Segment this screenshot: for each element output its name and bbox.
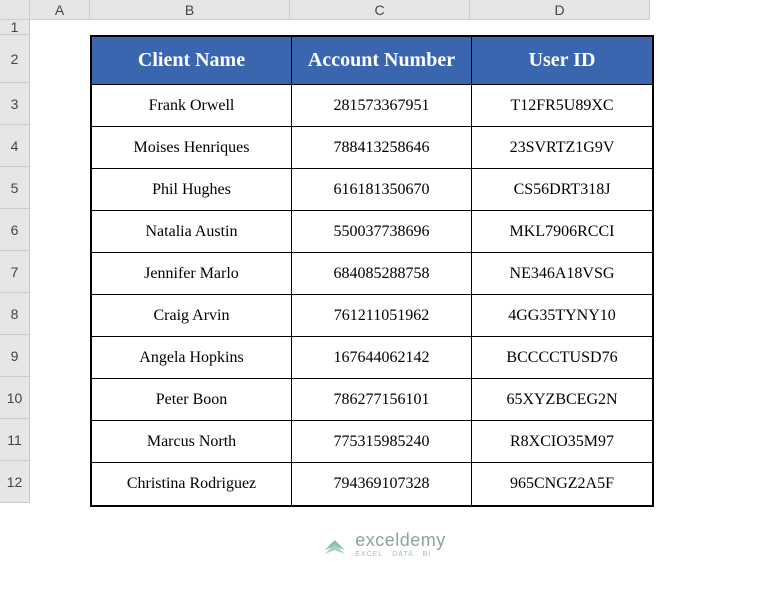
cell-userId[interactable]: NE346A18VSG	[472, 253, 652, 295]
row-header-6[interactable]: 6	[0, 209, 30, 251]
table-row: Christina Rodriguez794369107328965CNGZ2A…	[92, 463, 652, 505]
header-user-id[interactable]: User ID	[472, 37, 652, 85]
col-header-d[interactable]: D	[470, 0, 650, 20]
client-table: Client Name Account Number User ID Frank…	[90, 35, 654, 507]
cell-accountNumber[interactable]: 788413258646	[292, 127, 472, 169]
table-row: Marcus North775315985240R8XCIO35M97	[92, 421, 652, 463]
row-header-1[interactable]: 1	[0, 20, 30, 35]
cell-clientName[interactable]: Christina Rodriguez	[92, 463, 292, 505]
cell-userId[interactable]: T12FR5U89XC	[472, 85, 652, 127]
select-all-corner[interactable]	[0, 0, 30, 20]
table-header-row: Client Name Account Number User ID	[92, 37, 652, 85]
table-row: Phil Hughes616181350670CS56DRT318J	[92, 169, 652, 211]
column-headers: A B C D	[30, 0, 650, 20]
table-row: Peter Boon78627715610165XYZBCEG2N	[92, 379, 652, 421]
row-headers: 1 2 3 4 5 6 7 8 9 10 11 12	[0, 20, 30, 503]
cell-userId[interactable]: 965CNGZ2A5F	[472, 463, 652, 505]
table-row: Frank Orwell281573367951T12FR5U89XC	[92, 85, 652, 127]
row-header-11[interactable]: 11	[0, 419, 30, 461]
row-header-4[interactable]: 4	[0, 125, 30, 167]
col-header-a[interactable]: A	[30, 0, 90, 20]
cell-clientName[interactable]: Natalia Austin	[92, 211, 292, 253]
row-header-12[interactable]: 12	[0, 461, 30, 503]
cell-accountNumber[interactable]: 794369107328	[292, 463, 472, 505]
col-header-c[interactable]: C	[290, 0, 470, 20]
col-header-b[interactable]: B	[90, 0, 290, 20]
watermark-tagline: EXCEL · DATA · BI	[355, 551, 446, 558]
row-header-9[interactable]: 9	[0, 335, 30, 377]
cell-userId[interactable]: R8XCIO35M97	[472, 421, 652, 463]
exceldemy-logo-icon	[321, 532, 347, 558]
header-client-name[interactable]: Client Name	[92, 37, 292, 85]
cell-userId[interactable]: 23SVRTZ1G9V	[472, 127, 652, 169]
table-row: Jennifer Marlo684085288758NE346A18VSG	[92, 253, 652, 295]
spreadsheet: A B C D 1 2 3 4 5 6 7 8 9 10 11 12 Clien…	[0, 0, 767, 590]
cell-accountNumber[interactable]: 786277156101	[292, 379, 472, 421]
cell-userId[interactable]: MKL7906RCCI	[472, 211, 652, 253]
cell-accountNumber[interactable]: 761211051962	[292, 295, 472, 337]
header-account-number[interactable]: Account Number	[292, 37, 472, 85]
cell-clientName[interactable]: Phil Hughes	[92, 169, 292, 211]
cell-clientName[interactable]: Peter Boon	[92, 379, 292, 421]
row-header-7[interactable]: 7	[0, 251, 30, 293]
cell-clientName[interactable]: Angela Hopkins	[92, 337, 292, 379]
table-row: Angela Hopkins167644062142BCCCCTUSD76	[92, 337, 652, 379]
row-header-3[interactable]: 3	[0, 83, 30, 125]
watermark: exceldemy EXCEL · DATA · BI	[321, 531, 446, 558]
cell-clientName[interactable]: Moises Henriques	[92, 127, 292, 169]
cell-accountNumber[interactable]: 616181350670	[292, 169, 472, 211]
cell-accountNumber[interactable]: 550037738696	[292, 211, 472, 253]
table-row: Moises Henriques78841325864623SVRTZ1G9V	[92, 127, 652, 169]
row-header-5[interactable]: 5	[0, 167, 30, 209]
cell-accountNumber[interactable]: 684085288758	[292, 253, 472, 295]
cell-clientName[interactable]: Marcus North	[92, 421, 292, 463]
watermark-brand: exceldemy	[355, 531, 446, 549]
cell-accountNumber[interactable]: 281573367951	[292, 85, 472, 127]
row-header-8[interactable]: 8	[0, 293, 30, 335]
cell-clientName[interactable]: Frank Orwell	[92, 85, 292, 127]
cell-userId[interactable]: BCCCCTUSD76	[472, 337, 652, 379]
row-header-10[interactable]: 10	[0, 377, 30, 419]
table-row: Craig Arvin7612110519624GG35TYNY10	[92, 295, 652, 337]
cell-clientName[interactable]: Jennifer Marlo	[92, 253, 292, 295]
cell-accountNumber[interactable]: 167644062142	[292, 337, 472, 379]
table-row: Natalia Austin550037738696MKL7906RCCI	[92, 211, 652, 253]
row-header-2[interactable]: 2	[0, 35, 30, 83]
cell-userId[interactable]: CS56DRT318J	[472, 169, 652, 211]
cell-userId[interactable]: 65XYZBCEG2N	[472, 379, 652, 421]
cell-clientName[interactable]: Craig Arvin	[92, 295, 292, 337]
cell-accountNumber[interactable]: 775315985240	[292, 421, 472, 463]
cell-userId[interactable]: 4GG35TYNY10	[472, 295, 652, 337]
